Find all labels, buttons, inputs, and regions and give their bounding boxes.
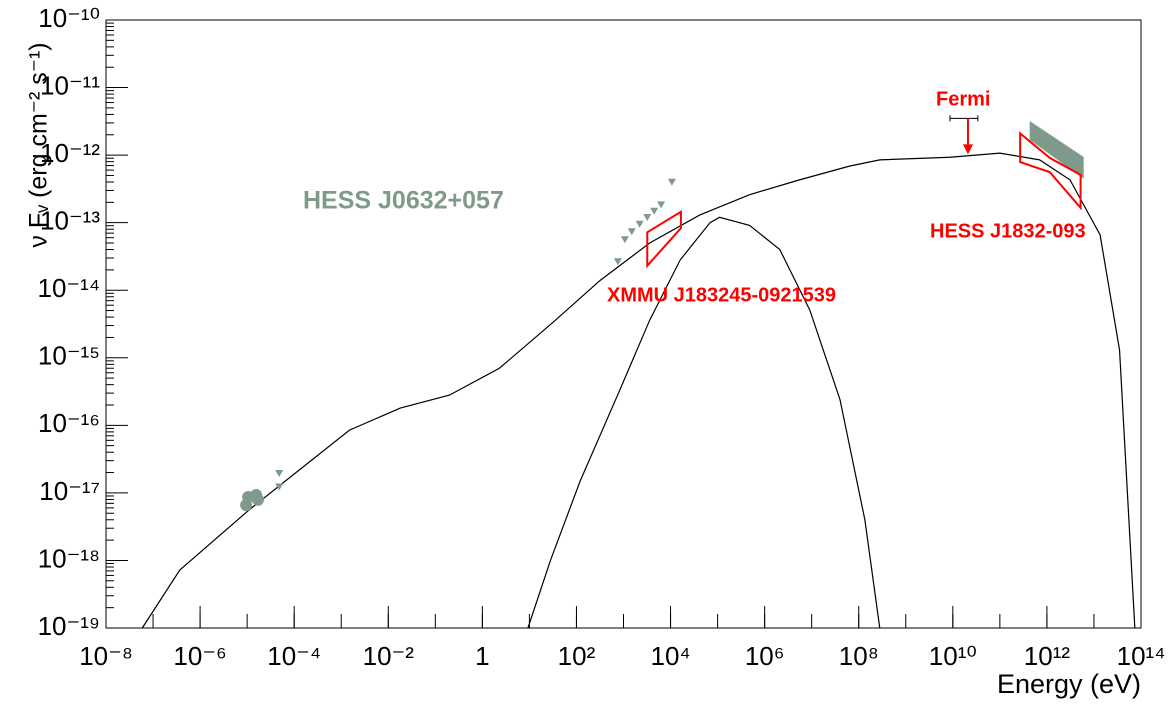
x-tick-label: 10⁻⁴ [267,641,321,671]
data-point [643,214,652,222]
butterfly [1019,131,1082,211]
plot-frame [105,19,1142,629]
annotation: XMMU J183245-0921539 [607,284,836,306]
x-tick-label: 10⁻⁶ [173,641,226,671]
data-point [650,207,659,215]
annotation: Fermi [936,88,990,110]
y-tick-label: 10⁻¹⁰ [38,3,100,33]
data-point [657,201,666,209]
y-tick-label: 10⁻¹⁷ [39,476,100,506]
annotation: HESS J1832-093 [930,220,1086,242]
y-tick-label: 10⁻¹² [40,138,100,168]
data-point [240,499,253,512]
y-axis-title: ν Fᵥ (erg cm⁻² s⁻¹) [25,42,53,247]
model-curve [527,216,881,629]
data-point [620,236,629,244]
data-point [275,470,284,478]
flux-band [1029,120,1084,179]
upper-limit-head [962,144,973,155]
data-point [613,258,622,266]
x-tick-label: 10⁻⁸ [79,641,133,671]
x-tick-label: 10¹² [1024,641,1071,671]
x-tick-label: 10⁸ [839,641,879,671]
x-tick-label: 10⁻² [363,641,415,671]
data-point [275,483,284,491]
x-tick-label: 10⁴ [650,641,690,671]
y-tick-label: 10⁻¹⁶ [38,408,100,438]
y-tick-label: 10⁻¹¹ [40,70,100,100]
x-tick-label: 10¹⁰ [929,641,977,671]
x-tick-label: 10¹⁴ [1117,641,1166,671]
data-point [635,220,644,228]
y-tick-label: 10⁻¹⁵ [38,341,100,371]
y-tick-label: 10⁻¹⁴ [38,273,100,303]
data-point [667,178,676,186]
data-point [627,228,636,236]
x-tick-label: 10⁶ [745,641,785,671]
x-tick-label: 1 [475,641,489,671]
y-tick-label: 10⁻¹³ [40,206,100,236]
butterfly [646,209,682,269]
x-tick-label: 10² [558,641,596,671]
y-tick-label: 10⁻¹⁹ [38,611,100,641]
model-curve [141,152,1136,629]
x-axis-title: Energy (eV) [997,669,1141,699]
annotation: HESS J0632+057 [303,187,504,215]
y-tick-label: 10⁻¹⁸ [38,543,100,573]
data-point [251,493,264,506]
